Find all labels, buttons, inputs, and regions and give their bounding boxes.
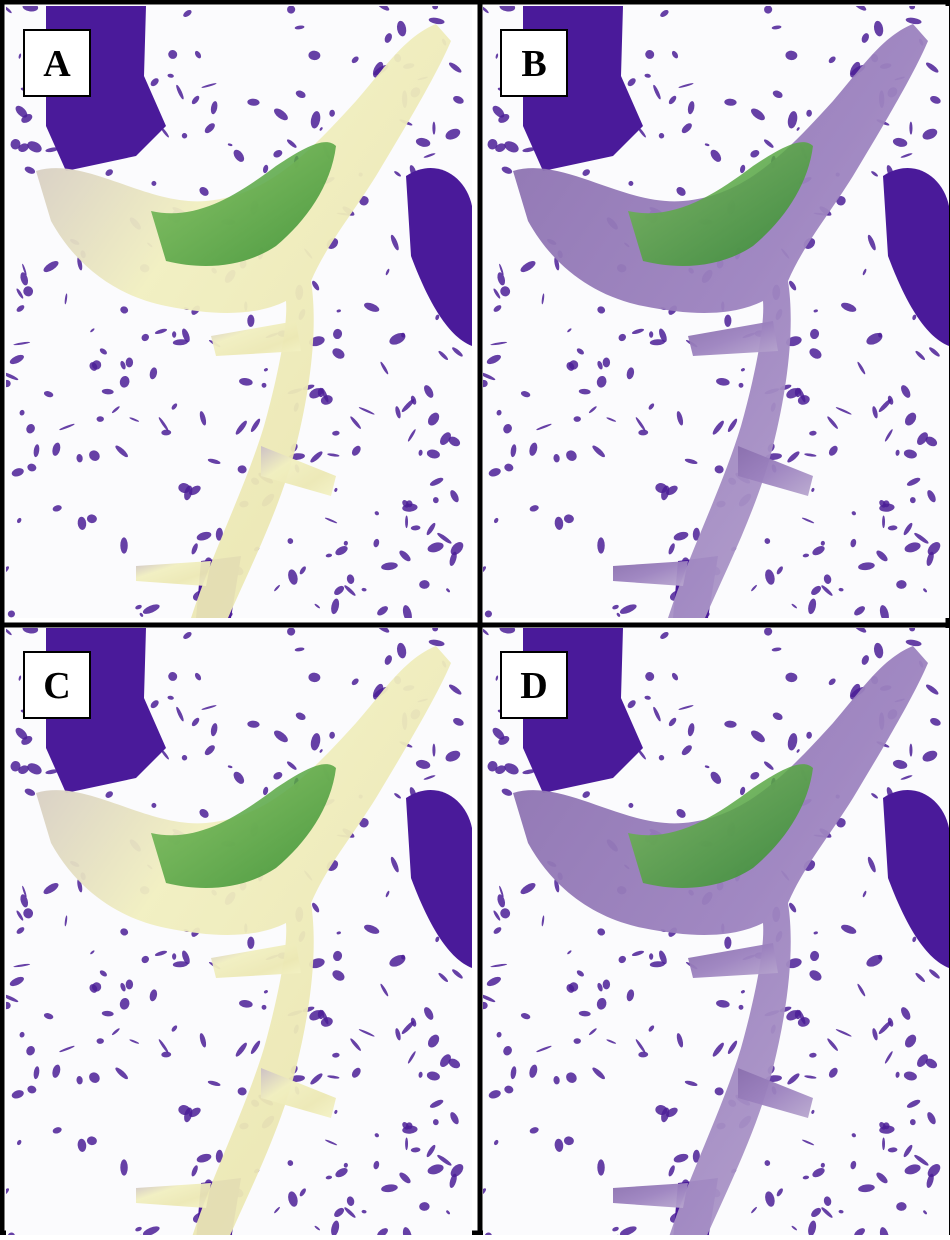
water-patch <box>795 1010 801 1019</box>
map-panel: A <box>2 0 472 623</box>
water-patch <box>318 1010 324 1019</box>
water-patch <box>318 388 324 397</box>
water-patch <box>795 388 801 397</box>
panel-label: D <box>520 665 547 707</box>
panel-label: B <box>521 43 546 85</box>
map-panel: B <box>479 0 949 623</box>
figure: A B C D <box>0 0 950 1235</box>
panel-label: C <box>43 665 70 707</box>
page: ABCD (() => { const data = JSON.parse(do… <box>0 0 950 1235</box>
panel-label: A <box>43 43 71 85</box>
map-panel: C <box>2 622 472 1235</box>
map-panel: D <box>479 622 949 1235</box>
